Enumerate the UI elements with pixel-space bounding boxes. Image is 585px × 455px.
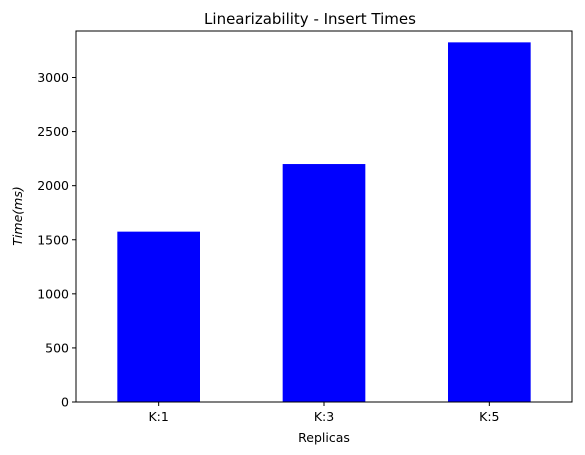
x-tick-label: K:5 xyxy=(479,409,499,424)
y-tick-label: 1000 xyxy=(37,286,69,301)
y-tick-label: 3000 xyxy=(37,70,69,85)
y-axis-label: Time(ms) xyxy=(10,186,25,245)
x-tick-label: K:3 xyxy=(314,409,334,424)
y-tick-label: 500 xyxy=(45,340,69,355)
y-tick-label: 2000 xyxy=(37,178,69,193)
chart-title: Linearizability - Insert Times xyxy=(204,10,416,28)
bar-k5 xyxy=(448,42,531,402)
x-tick-label: K:1 xyxy=(148,409,168,424)
bar-k1 xyxy=(117,232,200,402)
x-axis-label: Replicas xyxy=(298,430,350,445)
x-axis-ticks: K:1 K:3 K:5 xyxy=(148,402,499,424)
bars-group xyxy=(117,42,530,402)
y-tick-label: 1500 xyxy=(37,232,69,247)
y-axis-ticks: 0 500 1000 1500 2000 2500 3000 xyxy=(37,70,76,409)
bar-k3 xyxy=(283,164,366,402)
y-tick-label: 2500 xyxy=(37,124,69,139)
y-tick-label: 0 xyxy=(61,395,69,410)
